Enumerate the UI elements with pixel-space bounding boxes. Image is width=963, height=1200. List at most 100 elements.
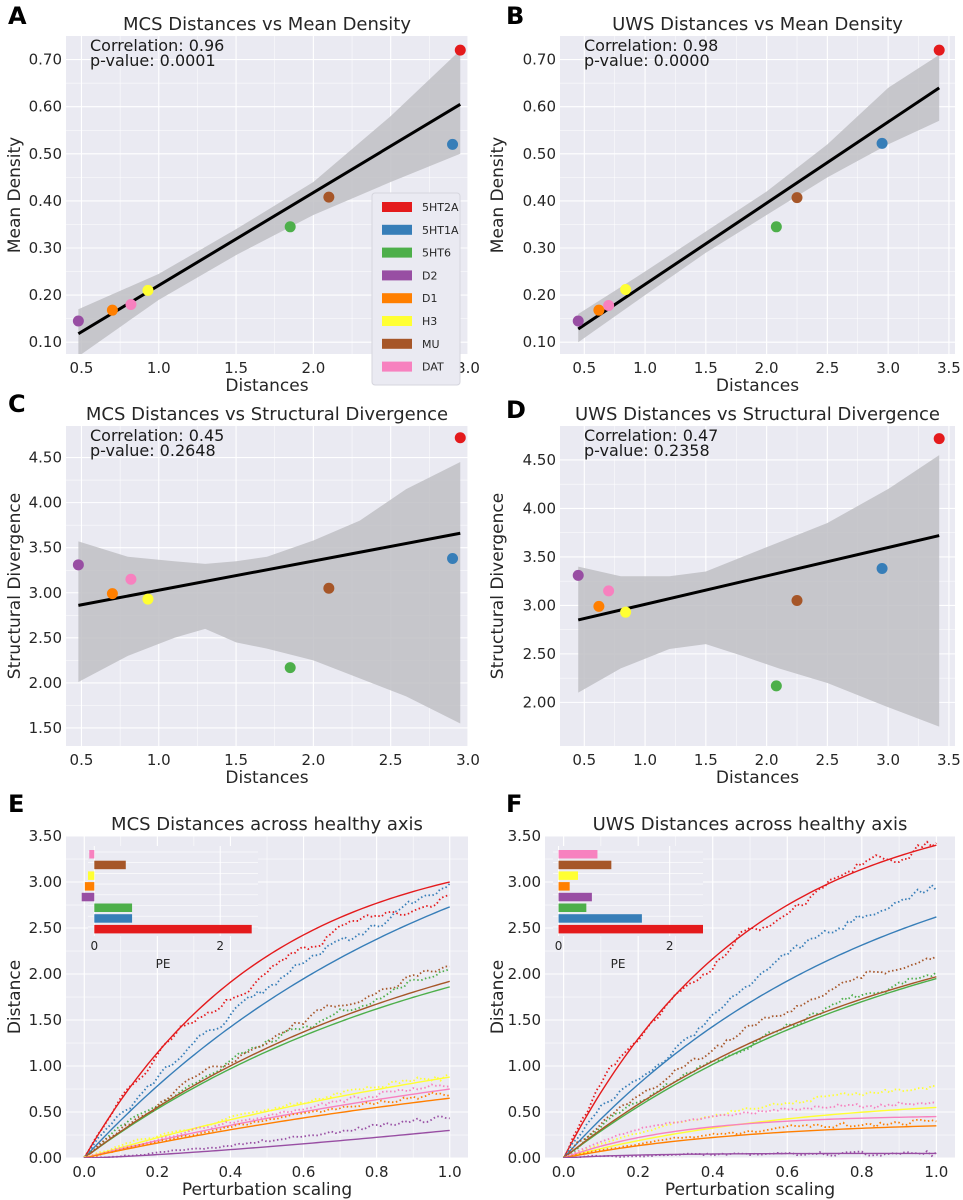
point-D1 [593, 304, 605, 316]
plot-area [562, 840, 938, 1158]
legend-swatch-H3 [382, 316, 412, 326]
y-tick-label: 0.30 [29, 239, 62, 257]
point-D2 [572, 569, 584, 581]
x-tick-label: 0.6 [775, 1163, 799, 1181]
legend-swatch-D1 [382, 293, 412, 304]
chart-title: UWS Distances vs Mean Density [612, 14, 903, 35]
inset-bar-5HT6 [558, 903, 587, 912]
y-tick-label: 0.20 [29, 286, 62, 304]
y-tick-label: 1.00 [508, 1057, 541, 1075]
x-axis-label: Distances [716, 768, 799, 788]
y-tick-label: 3.00 [508, 873, 541, 891]
y-tick-label: 4.50 [29, 449, 62, 467]
fit-line-DAT [563, 1115, 937, 1158]
regression-line [577, 534, 940, 622]
point-DAT [603, 299, 615, 311]
point-5HT1A [876, 137, 888, 149]
noisy-line-DAT [563, 1100, 937, 1158]
legend-swatch-5HT2A [382, 202, 412, 212]
y-tick-label: 0.60 [29, 98, 62, 116]
point-5HT6 [770, 221, 782, 233]
y-tick-label: 3.00 [29, 584, 62, 602]
x-tick-label: 2.5 [815, 359, 839, 377]
point-5HT1A [876, 563, 888, 575]
point-MU [791, 192, 803, 204]
pvalue-text: p-value: 0.0001 [90, 51, 216, 70]
fit-line-D1 [84, 1097, 450, 1158]
regression-line [78, 531, 461, 607]
y-tick-label: 2.50 [508, 919, 541, 937]
fit-line-MU [83, 980, 450, 1158]
y-tick-label: 0.50 [523, 145, 556, 163]
panel-letter: B [506, 2, 524, 30]
noisy-line-H3 [84, 1073, 450, 1158]
panel-E: 0.0 0.2 0.4 0.6 0.8 1.0 0.00 0.50 1.00 1.50 2.00 2.… [5, 790, 468, 1200]
y-axis-label: Distance [488, 960, 508, 1034]
x-tick-label: 1.5 [694, 751, 718, 769]
y-tick-label: 2.00 [29, 965, 62, 983]
inset-x-tick: 0 [90, 939, 98, 953]
point-D1 [106, 588, 118, 600]
y-axis-label: Mean Density [5, 137, 25, 253]
inset-bar-DAT [89, 850, 95, 859]
x-tick-label: 0.4 [701, 1163, 725, 1181]
confidence-band [578, 455, 940, 727]
x-tick-label: 0.5 [572, 751, 596, 769]
panel-B: 0.5 1.0 1.5 2.0 2.5 3.0 3.5 0.10 0.20 0.30 0.40 0.5… [488, 2, 961, 396]
x-tick-label: 0.8 [850, 1163, 874, 1181]
point-D1 [593, 600, 605, 612]
noisy-line-5HT2A [562, 840, 937, 1158]
y-tick-label: 1.50 [29, 1011, 62, 1029]
fit-line-5HT6 [83, 986, 450, 1158]
noisy-line-5HT1A [83, 882, 451, 1158]
y-tick-label: 2.50 [523, 645, 556, 663]
inset-bar-5HT2A [558, 924, 703, 934]
inset-bar-D2 [81, 892, 95, 902]
y-tick-label: 0.50 [508, 1103, 541, 1121]
x-tick-label: 0.5 [70, 359, 94, 377]
y-tick-label: 3.00 [523, 596, 556, 614]
inset-bar-DAT [558, 850, 598, 859]
legend-label-H3: H3 [422, 315, 437, 328]
pvalue-text: p-value: 0.2358 [584, 441, 710, 460]
correlation-text: Correlation: 0.47 [584, 426, 718, 445]
x-tick-label: 0.0 [552, 1163, 576, 1181]
x-tick-label: 0.2 [145, 1163, 169, 1181]
chart-title: MCS Distances across healthy axis [111, 814, 423, 835]
inset-x-label: PE [156, 957, 171, 971]
noisy-line-D2 [84, 1115, 450, 1158]
inset-bar-MU [94, 860, 126, 870]
x-tick-label: 2.0 [301, 751, 325, 769]
x-tick-label: 0.0 [72, 1163, 96, 1181]
panel-letter: E [8, 790, 24, 818]
regression-line [77, 103, 462, 336]
x-axis-label: Perturbation scaling [665, 1180, 835, 1200]
y-axis-label: Mean Density [488, 137, 508, 253]
point-D2 [72, 315, 84, 327]
y-tick-label: 3.50 [29, 827, 62, 845]
y-tick-label: 4.00 [523, 499, 556, 517]
point-5HT6 [284, 662, 296, 674]
noisy-line-MU [562, 955, 937, 1158]
panel-letter: D [506, 396, 526, 424]
plot-area [572, 433, 945, 727]
y-axis-label: Structural Divergence [5, 493, 25, 679]
fit-line-5HT6 [563, 977, 937, 1158]
point-D2 [572, 315, 584, 327]
fit-line-DAT [84, 1088, 450, 1158]
pvalue-text: p-value: 0.0000 [584, 51, 710, 70]
y-tick-label: 0.70 [523, 51, 556, 69]
y-tick-label: 0.50 [29, 1103, 62, 1121]
inset-bar-H3 [88, 871, 95, 880]
y-tick-label: 2.50 [29, 919, 62, 937]
y-tick-label: 0.10 [523, 333, 556, 351]
point-H3 [142, 593, 154, 605]
y-tick-label: 2.50 [29, 629, 62, 647]
x-tick-label: 1.5 [224, 359, 248, 377]
y-tick-label: 3.00 [29, 873, 62, 891]
point-MU [323, 191, 335, 203]
inset-bar-D1 [558, 882, 570, 891]
legend-label-DAT: DAT [422, 361, 444, 374]
y-axis-label: Structural Divergence [488, 493, 508, 679]
